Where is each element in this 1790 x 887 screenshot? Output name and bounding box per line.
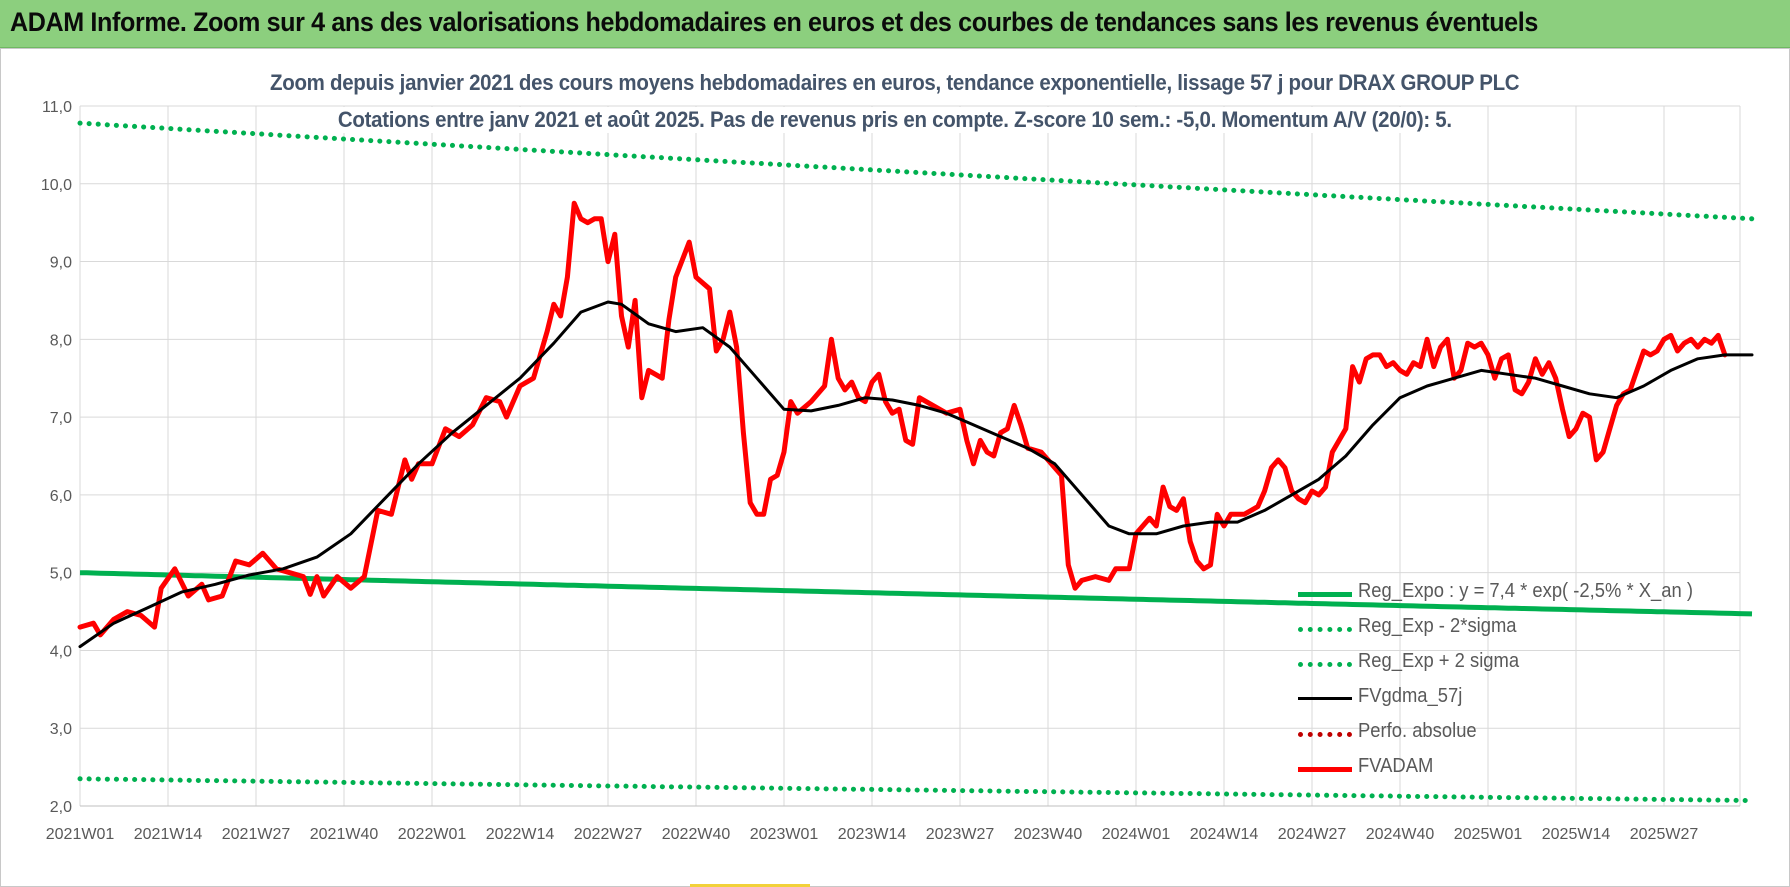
x-tick-label: 2025W14 [1542,826,1611,843]
x-tick-label: 2022W14 [486,826,555,843]
legend-label: FVgdma_57j [1358,685,1463,707]
x-tick-label: 2022W01 [398,826,467,843]
x-tick-label: 2023W01 [750,826,819,843]
legend-label: Reg_Exp - 2*sigma [1358,615,1517,637]
report-title: ADAM Informe. Zoom sur 4 ans des valoris… [10,7,1538,37]
legend-swatch [1298,592,1352,597]
x-tick-label: 2023W14 [838,826,907,843]
chart-title-line-1: Zoom depuis janvier 2021 des cours moyen… [0,70,1790,96]
x-tick-label: 2021W27 [222,826,291,843]
y-tick-label: 11,0 [42,99,72,116]
report-banner: ADAM Informe. Zoom sur 4 ans des valoris… [0,0,1790,48]
chart-legend: Reg_Expo : y = 7,4 * exp( -2,5% * X_an )… [1298,580,1728,790]
y-tick-label: 9,0 [50,255,72,272]
x-tick-label: 2021W14 [134,826,203,843]
x-tick-label: 2025W27 [1630,826,1699,843]
legend-swatch [1298,662,1352,667]
series-line-fvadam [77,200,1728,638]
legend-label: FVADAM [1358,755,1434,777]
x-tick-label: 2024W27 [1278,826,1347,843]
y-tick-label: 8,0 [50,332,72,349]
legend-item: FVgdma_57j [1298,685,1728,720]
y-tick-label: 3,0 [50,721,72,738]
legend-item: Perfo. absolue [1298,720,1728,755]
legend-item: Reg_Exp - 2*sigma [1298,615,1728,650]
series-line-fvgdma-57j [78,300,1754,649]
series-layer [77,120,1755,804]
x-tick-label: 2024W01 [1102,826,1171,843]
legend-item: Reg_Exp + 2 sigma [1298,650,1728,685]
x-tick-label: 2024W14 [1190,826,1259,843]
axis-layer: 2,0 3,0 4,0 5,0 6,0 7,0 8,0 9,0 10,0 11,0 2021W01 2… [41,99,1740,843]
legend-swatch [1298,732,1352,737]
y-tick-label: 5,0 [50,566,72,583]
legend-swatch [1298,627,1352,632]
legend-label: Reg_Expo : y = 7,4 * exp( -2,5% * X_an ) [1358,580,1693,602]
x-tick-label: 2025W01 [1454,826,1523,843]
legend-label: Perfo. absolue [1358,720,1477,742]
y-tick-label: 4,0 [50,643,72,660]
chart-frame [0,48,1790,887]
x-tick-label: 2021W40 [310,826,379,843]
series-line-reg-exp-2-sigma [77,776,1755,804]
chart-title-line-1-text: Zoom depuis janvier 2021 des cours moyen… [264,70,1526,96]
y-tick-label: 10,0 [41,177,72,194]
legend-swatch [1298,697,1352,700]
x-tick-label: 2023W27 [926,826,995,843]
legend-item: FVADAM [1298,755,1728,790]
x-tick-label: 2023W40 [1014,826,1083,843]
x-tick-label: 2022W27 [574,826,643,843]
legend-label: Reg_Exp + 2 sigma [1358,650,1520,672]
y-tick-label: 2,0 [50,799,72,816]
frame-accent [690,884,810,887]
x-tick-label: 2021W01 [46,826,115,843]
y-tick-label: 6,0 [50,488,72,505]
legend-item: Reg_Expo : y = 7,4 * exp( -2,5% * X_an ) [1298,580,1728,615]
y-tick-label: 7,0 [50,410,72,427]
chart-title-line-2-text: Cotations entre janv 2021 et août 2025. … [332,107,1458,133]
series-line-reg-exp-2-sigma [77,120,1755,222]
x-tick-label: 2024W40 [1366,826,1435,843]
x-tick-label: 2022W40 [662,826,731,843]
chart-title-line-2: Cotations entre janv 2021 et août 2025. … [0,107,1790,133]
legend-swatch [1298,767,1352,772]
